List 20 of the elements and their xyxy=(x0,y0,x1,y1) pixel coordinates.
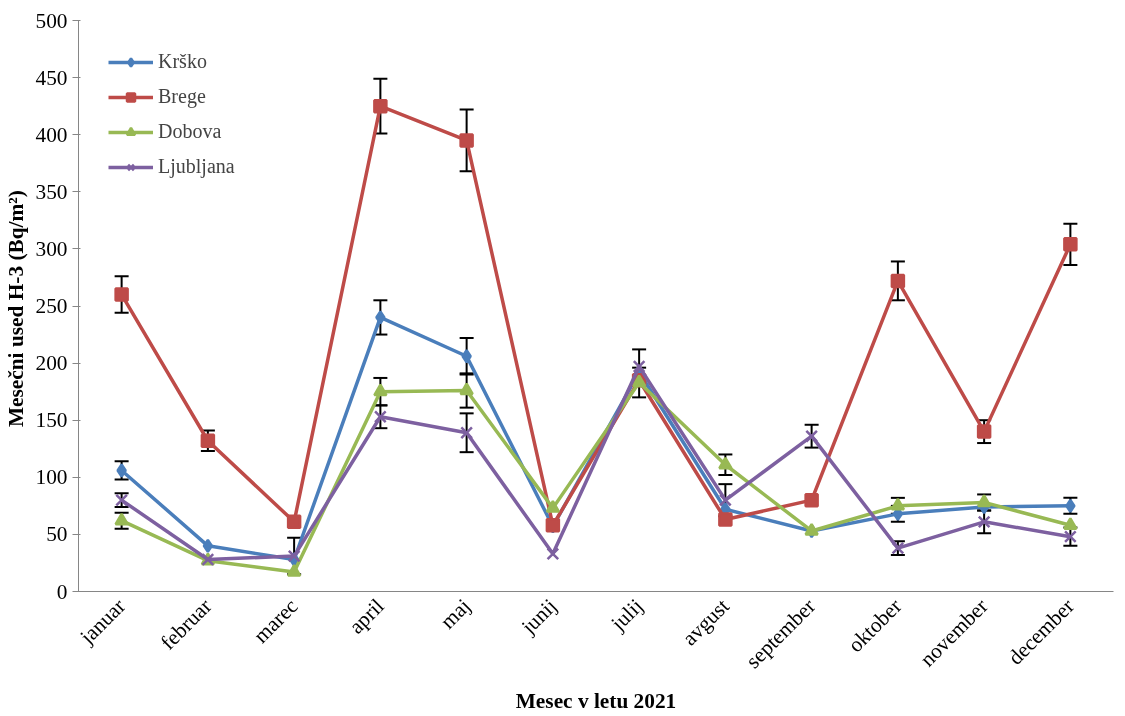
y-axis-title: Mesečni used H-3 (Bq/m²) xyxy=(3,190,28,428)
y-tick-label: 450 xyxy=(35,65,68,90)
x-tick-label: maj xyxy=(435,594,476,634)
y-tick-label: 350 xyxy=(35,179,68,204)
legend-label: Brege xyxy=(158,85,206,108)
y-tick-label: 500 xyxy=(35,8,68,33)
y-tick-label: 250 xyxy=(35,294,68,318)
legend-label: Krško xyxy=(158,50,207,73)
legend-label: Ljubljana xyxy=(158,155,235,178)
y-tick-label: 50 xyxy=(46,522,68,547)
x-tick-label: april xyxy=(344,593,389,639)
y-tick-label: 300 xyxy=(35,236,68,261)
y-tick-label: 400 xyxy=(35,122,68,147)
y-tick-label: 100 xyxy=(35,465,68,490)
y-tick-label: 0 xyxy=(56,579,68,604)
x-tick-label: julij xyxy=(605,594,648,636)
y-tick-label: 150 xyxy=(35,408,68,433)
y-tick-label: 200 xyxy=(35,351,68,376)
x-axis-title: Mesec v letu 2021 xyxy=(515,689,677,714)
legend-label: Dobova xyxy=(158,120,222,143)
